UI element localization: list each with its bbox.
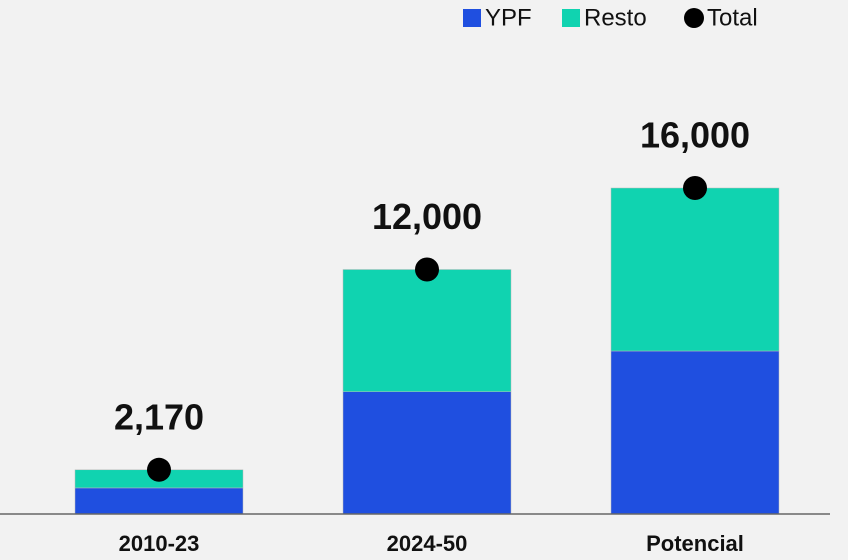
legend-label: YPF: [485, 4, 532, 31]
bar-segment: [74, 487, 244, 515]
total-label: 2,170: [114, 396, 204, 437]
legend-marker: [562, 9, 580, 27]
legend-marker: [684, 8, 704, 28]
total-label: 16,000: [640, 115, 750, 156]
bar-segment: [342, 391, 512, 515]
x-tick-label: 2024-50: [387, 531, 468, 556]
legend-label: Total: [707, 4, 758, 31]
bar-segment: [342, 269, 512, 392]
x-tick-label: Potencial: [646, 531, 744, 556]
total-dot: [415, 257, 439, 282]
total-dot: [147, 457, 171, 482]
total-dot: [683, 176, 707, 200]
x-tick-label: 2010-23: [119, 531, 200, 556]
legend-marker: [463, 9, 481, 27]
legend-label: Resto: [584, 4, 647, 31]
bar-segment: [610, 187, 780, 352]
total-label: 12,000: [372, 196, 482, 237]
bar-segment: [610, 350, 780, 515]
